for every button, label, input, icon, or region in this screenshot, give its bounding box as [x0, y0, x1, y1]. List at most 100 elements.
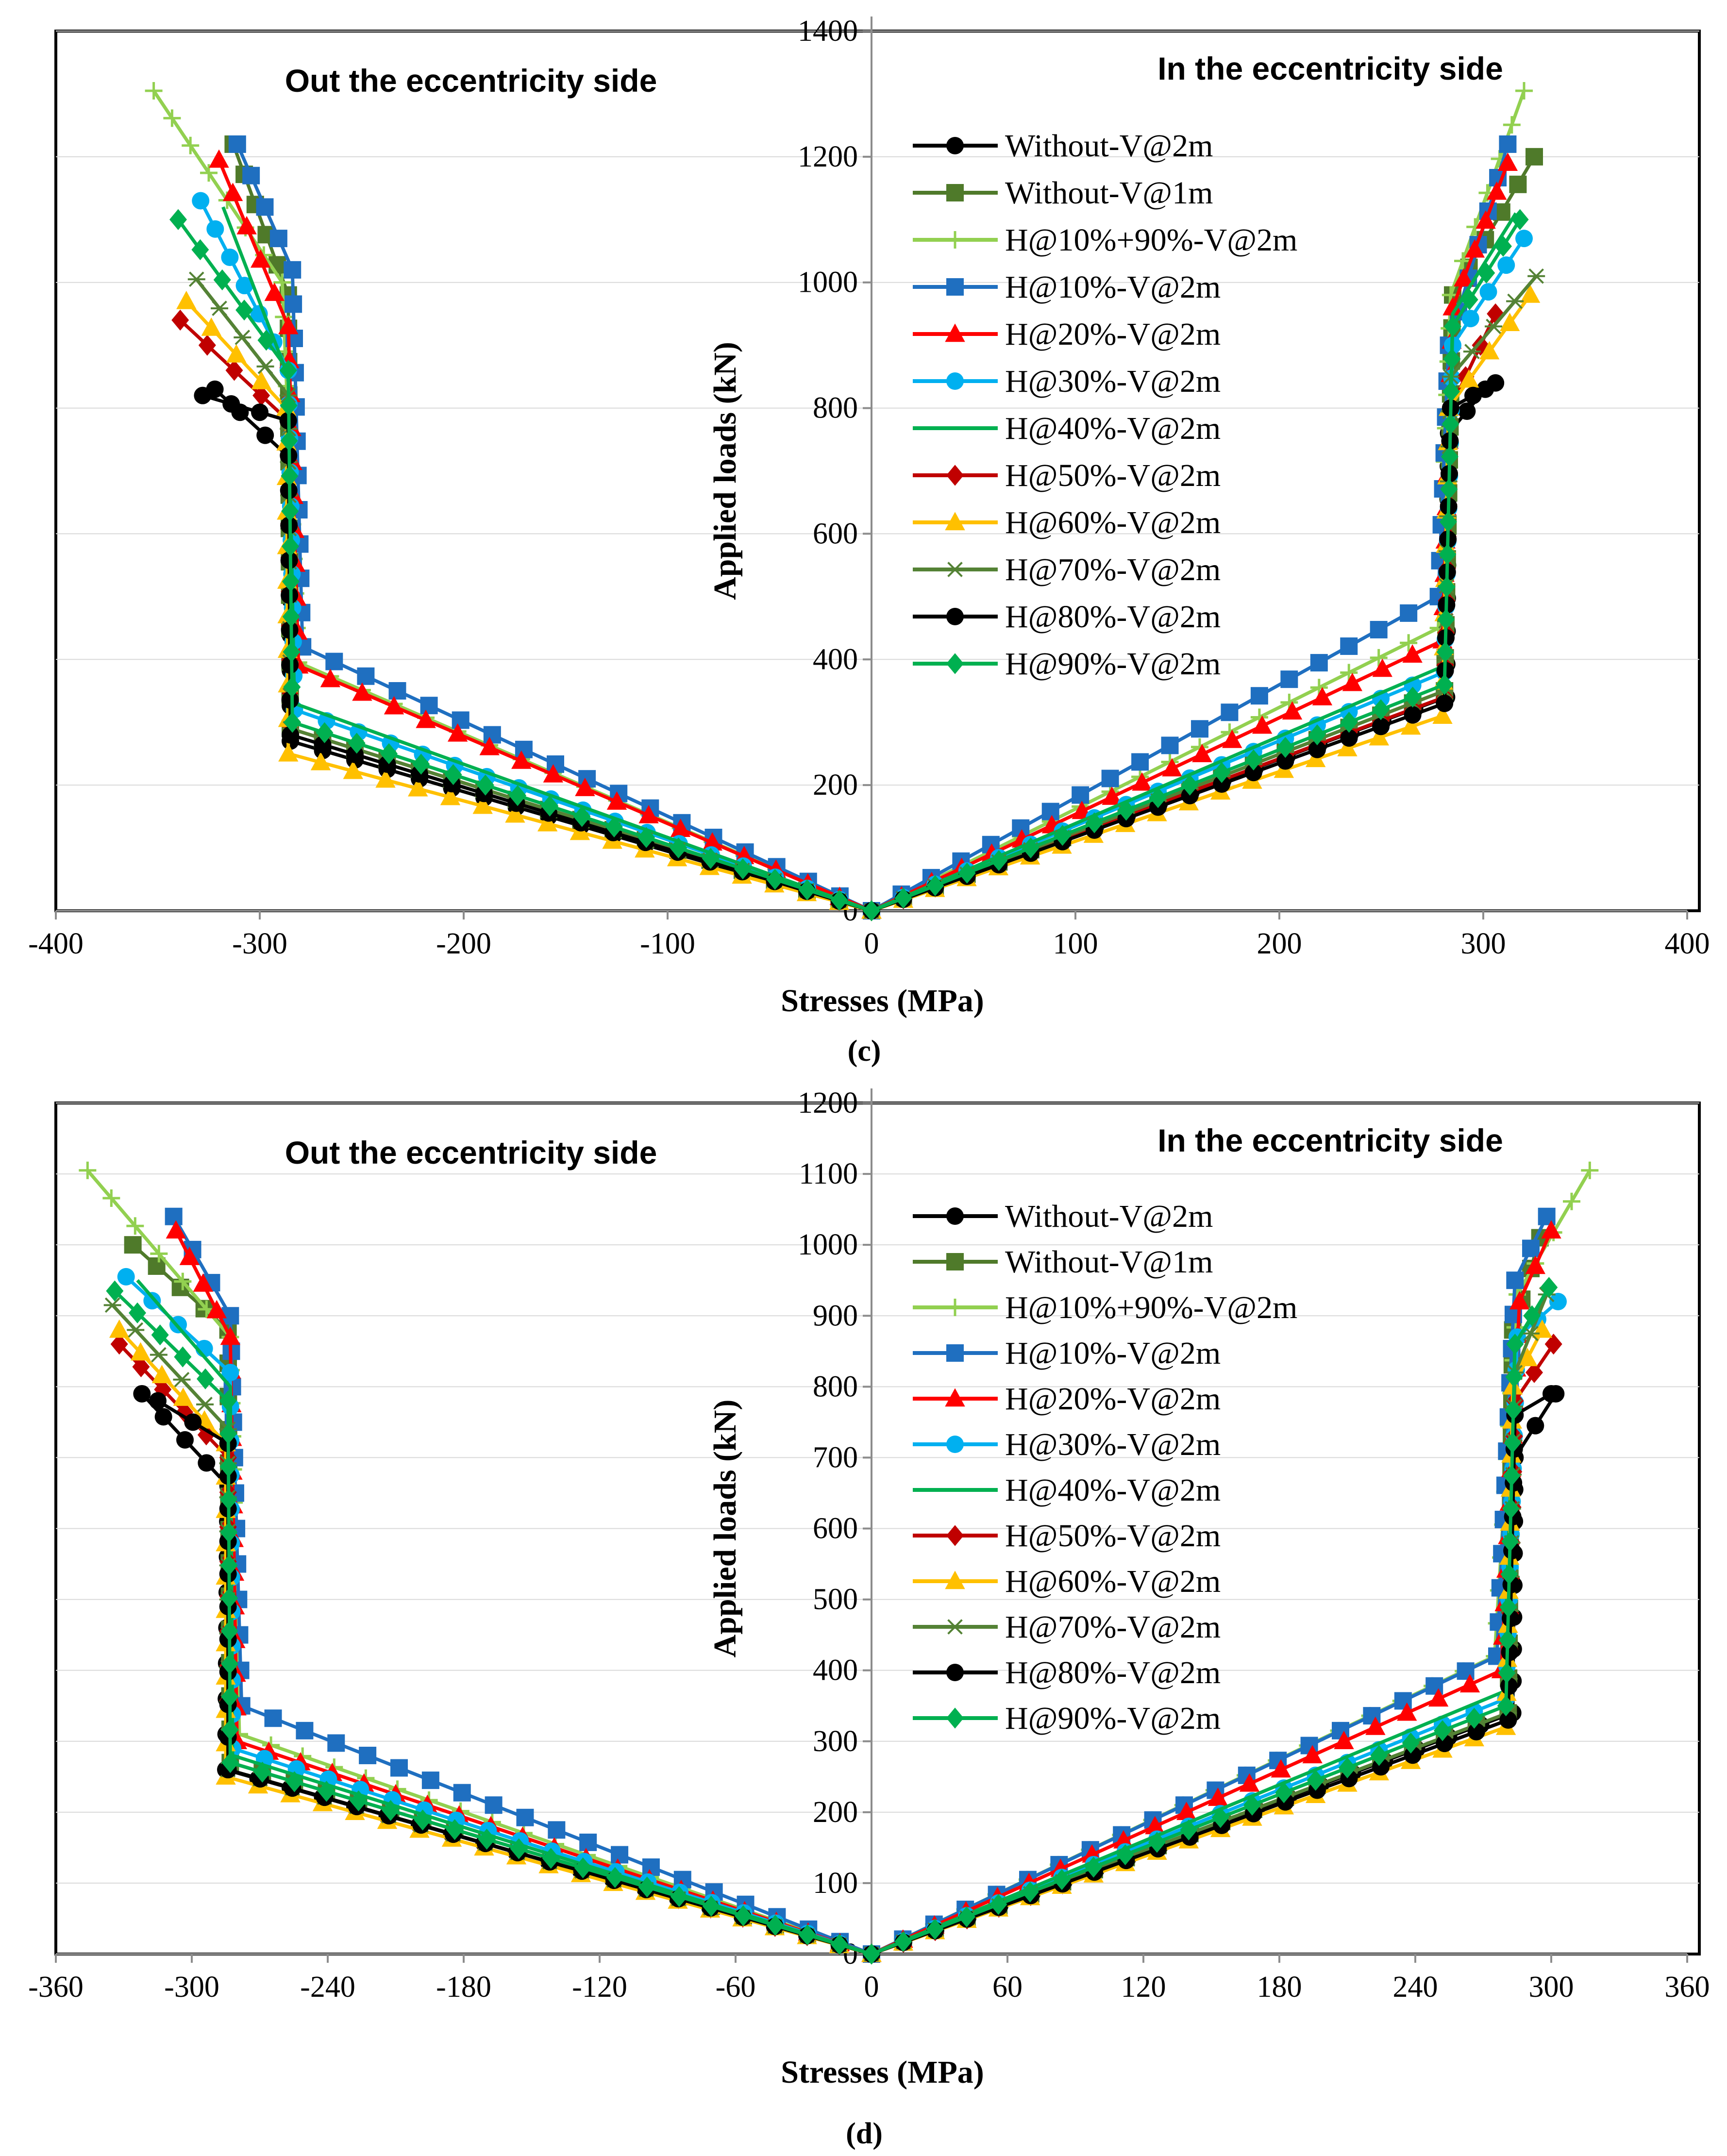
- legend-marker: [946, 278, 964, 296]
- legend-label: H@90%-V@2m: [1005, 1701, 1221, 1736]
- series-point: [1312, 687, 1333, 705]
- series-point: [1453, 268, 1474, 287]
- series-point: [220, 1621, 238, 1642]
- y-tick-label: 1000: [798, 1228, 858, 1261]
- series-point: [1280, 670, 1298, 688]
- series-point: [702, 1895, 720, 1917]
- series-point: [1503, 116, 1521, 134]
- series-point: [1054, 825, 1072, 846]
- series-point: [444, 764, 462, 786]
- series-point: [734, 1905, 752, 1926]
- series-point: [830, 889, 848, 911]
- series-point: [1372, 699, 1390, 720]
- series-point: [509, 785, 527, 806]
- series-point: [472, 795, 493, 814]
- series-point: [124, 1236, 142, 1254]
- series-point: [478, 1828, 496, 1850]
- series-point: [1463, 344, 1481, 359]
- series-point: [273, 273, 291, 291]
- series-point: [1544, 1334, 1562, 1355]
- series-point: [132, 1356, 150, 1378]
- right-side-label: In the eccentricity side: [1157, 1122, 1503, 1158]
- series-point: [1502, 1498, 1520, 1519]
- legend-label: H@10%+90%-V@2m: [1005, 222, 1297, 258]
- legend-label: H@80%-V@2m: [1005, 599, 1221, 635]
- series-point: [281, 465, 299, 486]
- series-point: [1499, 135, 1517, 153]
- left-side-label: Out the eccentricity side: [285, 63, 657, 99]
- right-side-label: In the eccentricity side: [1157, 50, 1503, 86]
- series-point: [281, 691, 299, 709]
- series-point: [1402, 644, 1423, 663]
- series-point: [446, 1819, 464, 1840]
- legend-label: H@40%-V@2m: [1005, 411, 1221, 446]
- legend-label: H@20%-V@2m: [1005, 1381, 1221, 1417]
- legend-marker: [946, 231, 964, 249]
- legend-label: H@10%+90%-V@2m: [1005, 1290, 1297, 1325]
- left-side-label: Out the eccentricity side: [285, 1135, 657, 1170]
- series-point: [222, 183, 243, 201]
- series-point: [476, 774, 494, 796]
- series-point: [1132, 772, 1152, 791]
- series-point: [1307, 1770, 1325, 1791]
- series-point: [269, 230, 287, 248]
- series-point: [194, 386, 212, 404]
- series-point: [1365, 1716, 1386, 1735]
- series-point: [1459, 1674, 1480, 1693]
- series-point: [1460, 289, 1478, 310]
- series-point: [1499, 1596, 1517, 1618]
- x-tick-label: -400: [28, 927, 84, 960]
- series-point: [1467, 1723, 1485, 1741]
- legend: Without-V@2m Without-V@1m H@10%+90%-V@2m H@…: [913, 128, 1297, 682]
- series-point: [1250, 687, 1268, 705]
- series-point: [222, 395, 240, 413]
- series-point: [605, 816, 623, 838]
- series-point: [1149, 787, 1167, 808]
- series-point: [1372, 658, 1392, 677]
- series-point: [325, 652, 343, 670]
- series-point: [384, 696, 404, 715]
- series-point: [421, 1772, 439, 1789]
- series-point: [1520, 284, 1541, 303]
- legend-label: H@40%-V@2m: [1005, 1472, 1221, 1508]
- series-point: [133, 1385, 151, 1403]
- legend-label: H@80%-V@2m: [1005, 1655, 1221, 1690]
- x-tick-label: -300: [232, 927, 287, 960]
- series-point: [989, 1894, 1007, 1915]
- series-point: [129, 1302, 146, 1324]
- series-point: [1503, 1465, 1521, 1487]
- series-point: [1428, 1688, 1449, 1707]
- series-point: [282, 571, 300, 592]
- series-point: [420, 697, 438, 715]
- series-point: [1527, 268, 1545, 284]
- series-point: [1497, 256, 1515, 274]
- series-point: [1181, 774, 1199, 796]
- series-point: [296, 1721, 314, 1739]
- series-point: [106, 1280, 124, 1302]
- series-point: [798, 1924, 816, 1946]
- legend-marker: [945, 1388, 965, 1407]
- series-point: [863, 1943, 880, 1965]
- series-point: [1308, 740, 1326, 758]
- series-point: [637, 827, 655, 848]
- series-point: [1022, 837, 1040, 859]
- series-point: [201, 317, 221, 336]
- series-point: [1339, 1757, 1356, 1779]
- series-point: [234, 330, 252, 345]
- series-point: [1221, 703, 1239, 721]
- legend-marker: [946, 1299, 964, 1316]
- series-point: [1501, 1531, 1519, 1552]
- series-point: [1404, 706, 1422, 724]
- series-point: [173, 1387, 193, 1406]
- x-axis-title: Stresses (MPa): [781, 983, 984, 1019]
- series-point: [1500, 1677, 1518, 1695]
- y-tick-label: 500: [813, 1583, 858, 1616]
- legend-marker: [946, 562, 964, 577]
- series-point: [206, 1300, 227, 1319]
- series-point: [542, 1848, 560, 1869]
- series-point: [1526, 148, 1543, 166]
- series-point: [1370, 1745, 1388, 1766]
- panel-label: (c): [848, 1035, 881, 1068]
- series-point: [310, 752, 331, 770]
- series-point: [187, 271, 205, 287]
